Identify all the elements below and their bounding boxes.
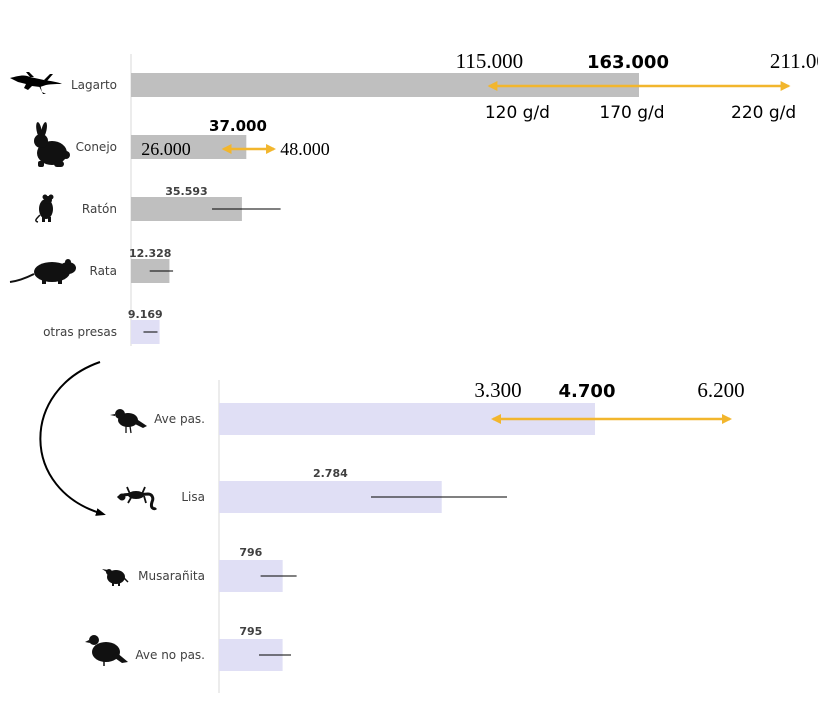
value-label-rata: 12.328	[129, 247, 171, 260]
value-label-musaranita: 796	[239, 546, 262, 559]
range-low-label-lagarto: 115.000	[456, 49, 523, 73]
category-label-rata: Rata	[90, 264, 118, 278]
range-high-label-ave-pas: 6.200	[697, 378, 744, 402]
category-label-lagarto: Lagarto	[71, 78, 117, 92]
value-label-lisa: 2.784	[313, 467, 348, 480]
value-label-otras-presas: 9.169	[128, 308, 163, 321]
value-label-raton: 35.593	[165, 185, 207, 198]
value-label-lagarto: 163.000	[587, 52, 669, 73]
songbird-icon	[110, 409, 147, 434]
lizard-icon	[10, 72, 62, 94]
shrew-icon	[102, 569, 129, 586]
range-low-label-conejo: 26.000	[141, 139, 191, 159]
range-high-label-conejo: 48.000	[280, 139, 330, 159]
range-high-label-lagarto: 211.000	[770, 49, 818, 73]
rate-label-1: 170 g/d	[599, 103, 664, 123]
category-label-otras-presas: otras presas	[43, 325, 117, 339]
category-label-musaranita: Musarañita	[138, 569, 205, 583]
category-label-ave-pas: Ave pas.	[154, 412, 205, 426]
pigeon-icon	[85, 635, 128, 666]
rat-icon	[9, 259, 76, 284]
value-label-ave-no-pas: 795	[239, 625, 262, 638]
connector-arrow	[39, 361, 106, 516]
value-label-conejo: 37.000	[209, 117, 267, 135]
category-label-ave-no-pas: Ave no pas.	[135, 648, 205, 662]
mouse-icon	[35, 194, 54, 223]
rabbit-icon	[34, 122, 70, 167]
value-label-ave-pas: 4.700	[559, 381, 616, 402]
rate-label-2: 220 g/d	[731, 103, 796, 123]
gecko-icon	[116, 486, 158, 511]
category-label-lisa: Lisa	[181, 490, 205, 504]
category-label-raton: Ratón	[82, 202, 117, 216]
category-label-conejo: Conejo	[76, 140, 117, 154]
range-low-label-ave-pas: 3.300	[474, 378, 521, 402]
rate-label-0: 120 g/d	[485, 103, 550, 123]
